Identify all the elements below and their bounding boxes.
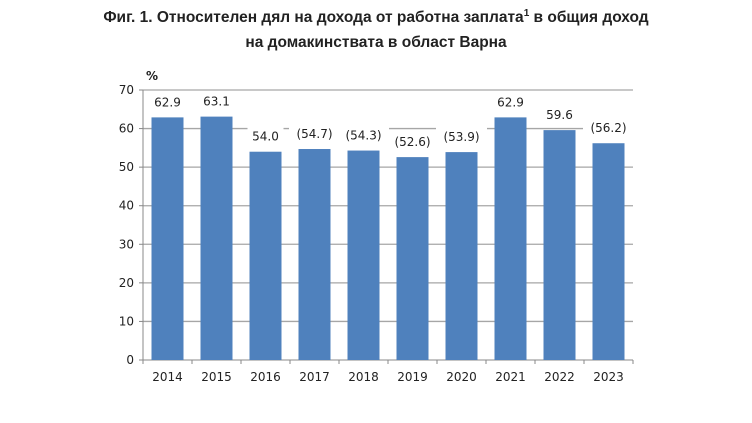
data-label-bg [289, 124, 340, 143]
y-tick-label: 0 [126, 353, 134, 367]
bar-2015 [200, 116, 233, 360]
data-label: (54.7) [296, 127, 332, 141]
bar-2019 [396, 157, 429, 360]
y-tick-label: 20 [119, 276, 134, 290]
x-tick-label: 2023 [593, 370, 624, 384]
bar-2016 [249, 151, 282, 360]
data-label-bg [387, 132, 438, 151]
bar-2023 [592, 143, 625, 360]
bar-2020 [445, 152, 478, 360]
data-label: (52.6) [394, 135, 430, 149]
x-tick-label: 2018 [348, 370, 379, 384]
y-axis-label: % [146, 69, 158, 83]
data-label-bg [338, 125, 389, 144]
data-label: (56.2) [590, 121, 626, 135]
x-tick-label: 2014 [152, 370, 183, 384]
data-label: 59.6 [546, 108, 573, 122]
x-tick-label: 2016 [250, 370, 281, 384]
title-text-end: в общия доход [529, 9, 649, 27]
title-footnote-mark: 1 [523, 8, 530, 19]
bar-2018 [347, 150, 380, 360]
bar-2017 [298, 149, 331, 360]
x-tick-label: 2017 [299, 370, 330, 384]
data-label: 63.1 [203, 95, 230, 109]
y-tick-label: 50 [119, 160, 134, 174]
bar-2014 [151, 117, 184, 360]
x-tick-label: 2020 [446, 370, 477, 384]
data-label: 54.0 [252, 130, 279, 144]
y-tick-label: 60 [119, 122, 134, 136]
x-tick-label: 2021 [495, 370, 526, 384]
y-tick-label: 30 [119, 237, 134, 251]
chart-title-line2: на домакинствата в област Варна [245, 34, 507, 51]
data-label-bg [198, 91, 235, 110]
data-label: 62.9 [154, 95, 181, 109]
data-label-bg [149, 92, 186, 111]
data-label-bg [583, 118, 634, 137]
data-label-bg [436, 127, 487, 146]
data-label: (53.9) [443, 130, 479, 144]
bar-2022 [543, 130, 576, 360]
y-tick-label: 40 [119, 199, 134, 213]
chart-title-line1: Фиг. 1. Относителен дял на дохода от раб… [0, 8, 752, 27]
x-tick-label: 2015 [201, 370, 232, 384]
data-label-bg [492, 92, 529, 111]
y-tick-label: 10 [119, 314, 134, 328]
bar-2021 [494, 117, 527, 360]
data-label: (54.3) [345, 129, 381, 143]
x-tick-label: 2019 [397, 370, 428, 384]
y-tick-label: 70 [119, 83, 134, 97]
x-tick-label: 2022 [544, 370, 575, 384]
data-label-bg [541, 105, 578, 124]
data-label: 62.9 [497, 95, 524, 109]
title-text: Фиг. 1. Относителен дял на дохода от раб… [103, 9, 524, 27]
data-label-bg [247, 126, 284, 145]
